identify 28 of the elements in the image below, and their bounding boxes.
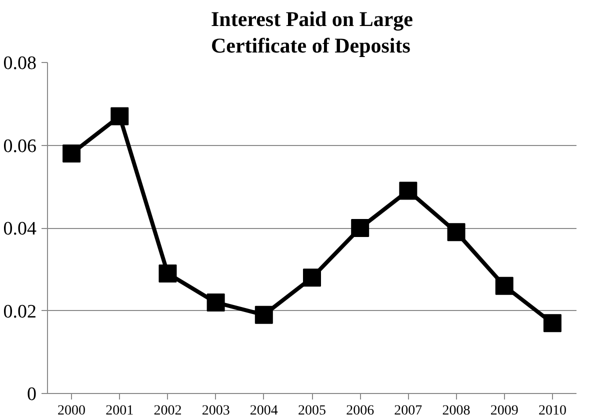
x-tick-label: 2008 (442, 404, 470, 418)
x-tick-label: 2006 (346, 404, 374, 418)
point (206, 293, 225, 312)
x-tick-label: 2001 (106, 404, 134, 418)
point (254, 306, 273, 324)
x-tick-label: 2000 (58, 404, 86, 418)
x-tick-label: 2002 (154, 404, 182, 418)
x-tick-label: 2003 (202, 404, 230, 418)
x-tick-label: 2004 (250, 404, 278, 418)
y-tick-label: 0.04 (3, 218, 37, 240)
x-tick-label: 2007 (394, 404, 422, 418)
point (351, 219, 370, 237)
point (447, 223, 466, 242)
y-tick-label: 0.06 (3, 136, 36, 157)
point (110, 107, 129, 126)
point (543, 314, 562, 332)
point (158, 264, 177, 283)
point (399, 182, 418, 200)
x-tick-label: 2005 (298, 404, 326, 418)
chart-title: Interest Paid on Large Certificate of Deposits (210, 7, 414, 58)
point (62, 144, 81, 163)
x-tick-label: 2009 (490, 404, 518, 418)
y-tick-label: 0.02 (3, 301, 36, 322)
y-tick-label: 0.08 (3, 53, 36, 74)
y-tick-label: 0 (27, 384, 36, 405)
point (303, 268, 321, 287)
x-tick-label: 2010 (538, 404, 566, 418)
point (495, 276, 514, 295)
